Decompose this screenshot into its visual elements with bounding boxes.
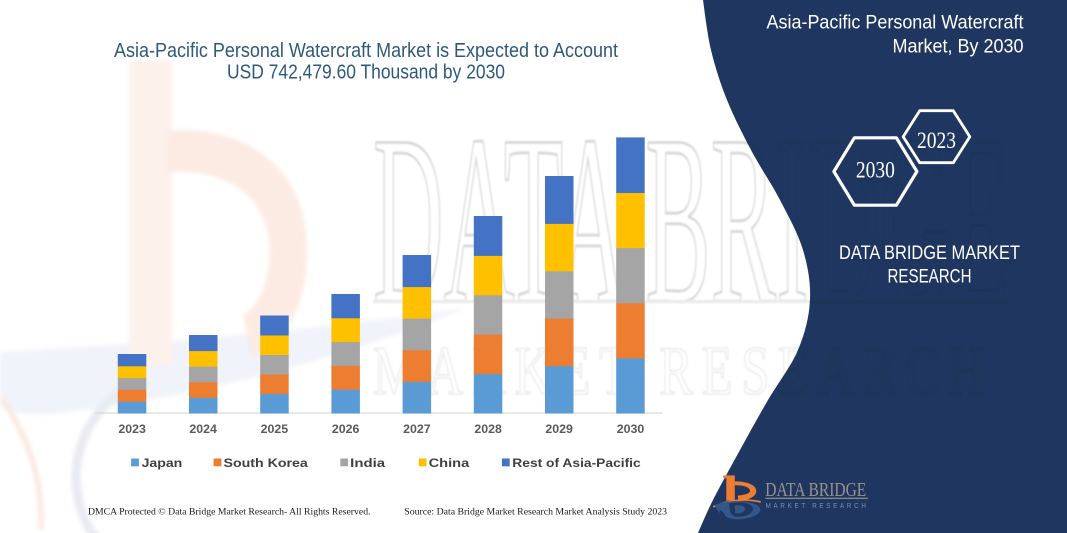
svg-text:Asia-Pacific Personal Watercra: Asia-Pacific Personal Watercraft [767,12,1025,34]
svg-text:2026: 2026 [332,423,360,436]
svg-text:2024: 2024 [189,423,217,436]
svg-text:DMCA Protected © Data Bridge M: DMCA Protected © Data Bridge Market Rese… [88,507,371,518]
svg-text:2023: 2023 [917,128,956,153]
svg-text:2025: 2025 [261,423,289,436]
svg-text:RESEARCH: RESEARCH [888,266,972,288]
svg-text:2030: 2030 [617,423,645,436]
svg-text:Asia-Pacific Personal Watercra: Asia-Pacific Personal Watercraft Market … [114,40,618,62]
svg-text:India: India [350,456,385,470]
svg-text:Source: Data Bridge Market Res: Source: Data Bridge Market Research Mark… [404,507,667,518]
svg-text:Rest of Asia-Pacific: Rest of Asia-Pacific [512,456,641,470]
svg-text:China: China [429,456,470,470]
svg-text:MARKET RESEARCH: MARKET RESEARCH [766,503,869,510]
svg-text:DATA BRIDGE: DATA BRIDGE [765,480,866,501]
svg-text:DATA BRIDGE MARKET: DATA BRIDGE MARKET [839,242,1020,264]
svg-text:2028: 2028 [474,423,502,436]
svg-text:2030: 2030 [856,158,895,183]
svg-text:2027: 2027 [403,423,431,436]
svg-text:Market, By 2030: Market, By 2030 [893,36,1024,58]
svg-text:2029: 2029 [545,423,573,436]
svg-text:2023: 2023 [118,423,146,436]
svg-text:Japan: Japan [142,456,183,470]
svg-text:USD 742,479.60 Thousand by 203: USD 742,479.60 Thousand by 2030 [227,62,505,84]
svg-text:South Korea: South Korea [224,456,309,470]
